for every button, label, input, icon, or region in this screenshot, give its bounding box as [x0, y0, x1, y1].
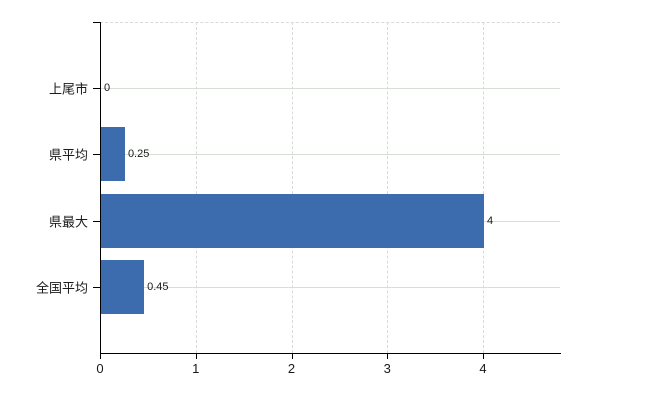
category-label: 県平均 [48, 147, 88, 163]
category-tick [93, 154, 100, 156]
plot-top-border [100, 22, 560, 23]
x-tick [483, 353, 484, 359]
x-tick-label: 1 [192, 361, 200, 376]
bar [101, 260, 145, 315]
bar [101, 127, 125, 182]
bar [101, 193, 484, 248]
h-gridline [100, 154, 560, 156]
x-axis-line [100, 353, 561, 354]
category-tick [93, 287, 100, 289]
y-axis-line [100, 22, 101, 354]
h-gridline [100, 287, 560, 289]
bar-value-label: 0.45 [147, 281, 169, 294]
category-label: 全国平均 [35, 280, 88, 296]
bar-value-label: 4 [487, 214, 494, 227]
v-gridline [387, 22, 389, 353]
h-gridline [100, 88, 560, 89]
v-gridline [291, 22, 293, 353]
bar-value-label: 0 [104, 82, 111, 94]
x-tick-label: 0 [96, 361, 104, 376]
v-gridline [483, 22, 484, 353]
x-tick [291, 353, 293, 359]
category-tick [93, 220, 100, 222]
x-tick-label: 2 [287, 361, 296, 376]
x-tick [387, 353, 389, 359]
category-tick [93, 88, 100, 89]
category-label: 県最大 [48, 214, 88, 230]
x-tick-label: 3 [383, 361, 391, 376]
x-tick [100, 353, 101, 359]
y-axis-end-tick [93, 22, 100, 23]
v-gridline [195, 22, 197, 353]
category-label: 上尾市 [48, 81, 88, 97]
x-tick-label: 4 [479, 361, 487, 376]
x-tick [195, 353, 197, 359]
bar-value-label: 0.25 [127, 148, 150, 161]
